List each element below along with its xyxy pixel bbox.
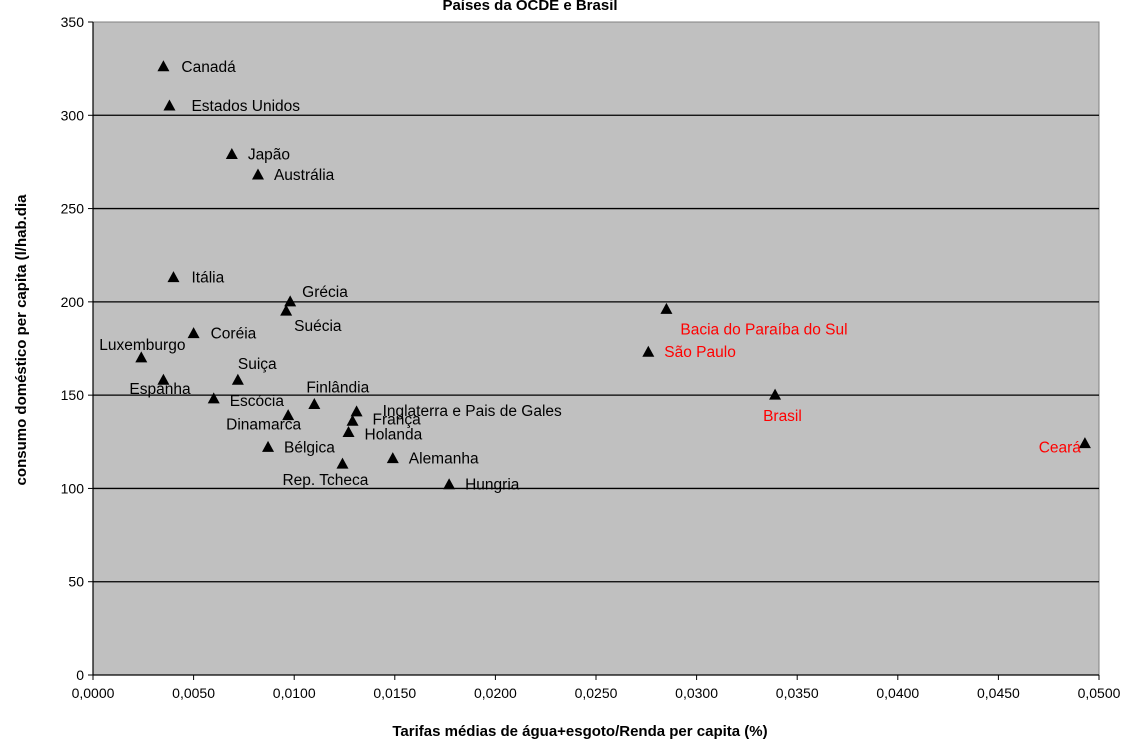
data-point-label: Hungria [465,477,520,494]
y-tick-label: 0 [76,667,84,683]
data-point-marker [157,373,170,385]
data-point-marker [282,409,295,421]
data-point-label: Bélgica [284,439,335,456]
x-tick-label: 0,0450 [977,685,1020,701]
data-point-marker [336,457,349,469]
data-point-label: Dinamarca [226,417,301,434]
data-point-marker [262,440,275,452]
data-point-label: Espanha [129,381,191,398]
data-point-marker [163,99,176,111]
x-tick-label: 0,0050 [172,685,215,701]
x-tick-label: 0,0400 [876,685,919,701]
data-point-label: Finlândia [306,379,369,396]
data-point-label: Estados Unidos [191,98,300,115]
data-point-label: São Paulo [664,344,736,361]
x-tick-label: 0,0100 [273,685,316,701]
y-tick-label: 250 [61,201,85,217]
data-point-label: Luxemburgo [99,337,185,354]
x-tick-label: 0,0150 [373,685,416,701]
data-point-label: Canadá [181,59,236,76]
data-point-marker [1078,437,1091,449]
data-point-label: Escócia [230,393,285,410]
y-tick-label: 300 [61,107,85,123]
y-tick-label: 100 [61,480,85,496]
y-tick-labels: 0 50 100 150 200 250 300 350 [61,14,93,683]
data-point-label: Austrália [274,167,335,184]
data-labels: Canadá Estados Unidos Japão Austrália Itália… [99,59,1081,494]
data-point-marker [135,351,148,363]
data-point-marker [280,304,293,316]
x-tick-label: 0,0250 [575,685,618,701]
data-point-marker [187,327,200,339]
data-point-label: Itália [191,270,224,287]
data-point-label: Suiça [238,356,277,373]
data-point-marker [342,425,355,437]
x-tick-label: 0,0300 [675,685,718,701]
data-point-label: Inglaterra e Pais de Gales [383,403,562,420]
data-point-label: Brasil [763,408,802,425]
data-point-marker [769,388,782,400]
data-point-label: Grécia [302,284,348,301]
data-point-marker [346,414,359,426]
y-tick-label: 200 [61,294,85,310]
data-point-label: Alemanha [409,451,479,468]
x-tick-label: 0,0200 [474,685,517,701]
x-tick-label: 0,0500 [1078,685,1121,701]
data-point-marker [308,397,321,409]
data-point-label: Suécia [294,318,342,335]
data-point-marker [284,295,297,307]
data-point-marker [231,373,244,385]
data-point-label: Holanda [365,426,423,443]
data-point-marker [660,302,673,314]
y-tick-label: 150 [61,387,85,403]
x-tick-label: 0,0350 [776,685,819,701]
y-tick-label: 50 [68,574,84,590]
data-point-label: Japão [248,146,290,163]
gridlines [93,114,1099,583]
data-point-marker [443,478,456,490]
data-points [135,60,1091,490]
chart-title: Países da OCDE e Brasil [442,0,617,14]
y-axis-title: consumo doméstico per capita (l/hab.dia [13,194,30,486]
data-point-label: Coréia [211,326,257,343]
data-point-label: Rep. Tcheca [282,472,368,489]
data-point-label: Bacia do Paraíba do Sul [680,321,847,338]
data-point-marker [207,392,220,404]
data-point-marker [642,345,655,357]
x-axis-title: Tarifas médias de água+esgoto/Renda per … [392,723,767,740]
data-point-marker [251,168,264,180]
plot-area [92,21,1100,676]
y-tick-label: 350 [61,14,85,30]
data-point-marker [157,60,170,72]
data-point-marker [167,271,180,283]
x-tick-label: 0,0000 [72,685,115,701]
data-point-marker [386,452,399,464]
x-tick-labels: 0,0000 0,0050 0,0100 0,0150 0,0200 0,0250 0,03… [72,675,1121,701]
data-point-label: França [373,411,422,428]
data-point-marker [225,147,238,159]
data-point-label: Ceará [1039,440,1082,457]
data-point-marker [350,405,363,417]
